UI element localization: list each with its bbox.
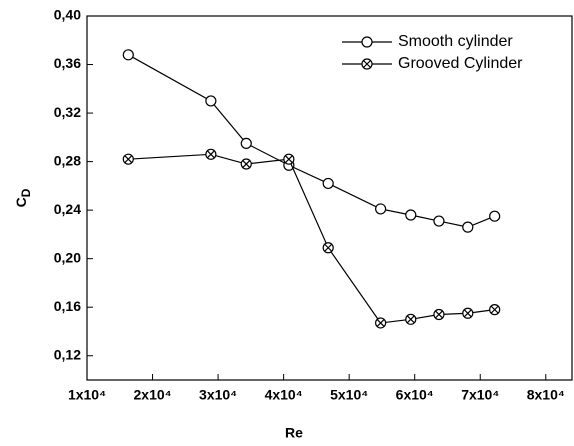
- y-axis-title: CD: [13, 188, 33, 207]
- marker: [122, 49, 134, 61]
- series-line: [128, 153, 495, 324]
- y-tick-label: 0,32: [54, 104, 81, 120]
- marker: [489, 210, 501, 222]
- x-tick-label: 5x10⁴: [330, 387, 368, 403]
- marker-cross: [206, 150, 215, 159]
- plot-frame: [86, 15, 573, 381]
- marker: [322, 177, 334, 190]
- marker: [405, 209, 417, 221]
- x-tick-label: 7x10⁴: [461, 387, 499, 403]
- y-tick-label: 0,28: [54, 152, 81, 168]
- y-tick-label: 0,24: [54, 201, 81, 217]
- y-tick-label: 0,36: [54, 55, 81, 71]
- y-tick-label: 0,16: [54, 298, 81, 314]
- x-tick-label: 3x10⁴: [199, 387, 237, 403]
- x-tick-label: 8x10⁴: [527, 387, 565, 403]
- x-tick-label: 1x10⁴: [68, 387, 106, 403]
- marker-cross: [406, 315, 415, 324]
- marker: [433, 215, 445, 227]
- marker-cross: [435, 310, 443, 319]
- marker: [240, 137, 252, 149]
- y-axis-title-sub: D: [19, 188, 33, 197]
- legend-label: Smooth cylinder: [398, 33, 513, 50]
- y-axis-title-main: C: [13, 197, 29, 207]
- series-line: [127, 54, 495, 228]
- legend-label: Grooved Cylinder: [398, 55, 523, 72]
- marker: [205, 95, 217, 107]
- marker-cross: [284, 155, 293, 164]
- y-tick-label: 0,40: [54, 7, 81, 23]
- y-tick-label: 0,20: [54, 249, 81, 265]
- marker: [375, 203, 387, 215]
- marker: [361, 36, 373, 48]
- x-tick-label: 4x10⁴: [265, 387, 303, 403]
- x-tick-label: 6x10⁴: [396, 387, 434, 403]
- marker-cross: [490, 305, 499, 314]
- marker-cross: [363, 60, 371, 68]
- x-tick-label: 2x10⁴: [134, 387, 172, 403]
- marker-cross: [324, 243, 333, 252]
- marker-cross: [124, 155, 133, 164]
- x-axis-title: Re: [285, 425, 303, 441]
- marker-cross: [376, 319, 385, 327]
- marker: [462, 221, 474, 233]
- marker-cross: [242, 160, 251, 168]
- y-tick-label: 0,12: [54, 346, 81, 362]
- marker-cross: [463, 309, 472, 318]
